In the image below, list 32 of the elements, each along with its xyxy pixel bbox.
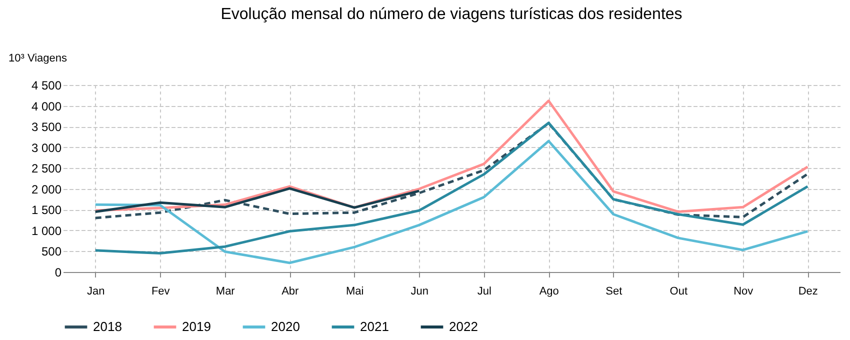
y-tick-label: 4 500 (31, 78, 62, 92)
y-tick-label: 1 000 (31, 224, 62, 238)
line-series (94, 187, 420, 213)
y-tick-label: 1 500 (31, 203, 62, 218)
y-axis-title: 10³ Viagens (8, 52, 68, 64)
y-tick-label: 500 (41, 244, 62, 259)
x-tick-label: Dez (798, 286, 818, 298)
y-tick-label: 0 (54, 266, 62, 280)
x-tick-label: Fev (151, 286, 170, 298)
x-tick-label: Set (606, 286, 622, 298)
x-tick-label: Mar (216, 286, 236, 298)
legend-label: 2022 (449, 319, 478, 334)
x-tick-label: Jan (87, 286, 105, 298)
y-tick-label: 2 000 (31, 182, 62, 196)
x-tick-label: Jul (477, 286, 492, 298)
y-tick-label: 4 000 (31, 99, 62, 114)
x-tick-label: Mai (346, 286, 364, 298)
legend-label: 2020 (271, 319, 300, 334)
y-tick-label: 3 000 (31, 140, 62, 155)
y-tick-label: 3 500 (31, 120, 62, 134)
x-tick-label: Nov (734, 286, 754, 298)
legend-label: 2019 (182, 319, 211, 334)
x-tick-label: Ago (539, 286, 559, 298)
legend-label: 2018 (93, 319, 122, 334)
line-series (94, 140, 809, 264)
x-tick-label: Out (670, 286, 688, 298)
x-tick-label: Jun (410, 286, 428, 298)
line-series (94, 122, 809, 255)
legend-label: 2021 (360, 319, 389, 334)
chart-title: Evolução mensal do número de viagens turísticas dos residentes (220, 6, 682, 23)
y-tick-label: 2 500 (31, 162, 62, 176)
x-tick-label: Abr (282, 286, 300, 298)
